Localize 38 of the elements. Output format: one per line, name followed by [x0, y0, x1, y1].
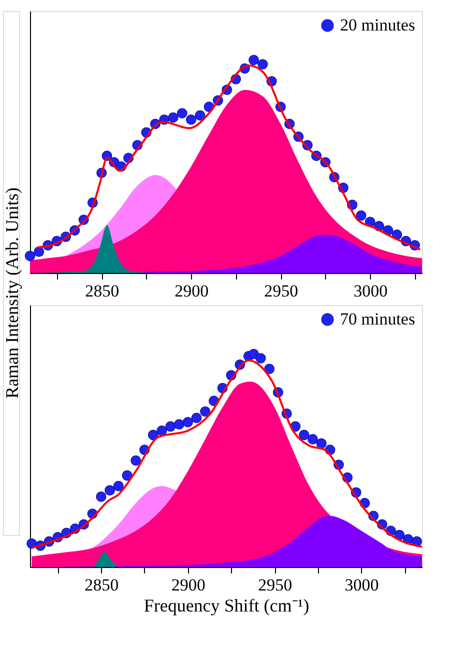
x-tick-label: 2900 [171, 576, 206, 594]
point [256, 353, 266, 364]
x-tick-label: 3000 [344, 576, 379, 594]
x-tick-label: 2850 [84, 576, 119, 594]
point [96, 492, 106, 502]
point [298, 430, 310, 440]
point [316, 438, 327, 449]
point [176, 108, 188, 118]
legend-label: 70 minutes [340, 310, 416, 328]
point [356, 210, 366, 221]
point [191, 412, 202, 424]
point [24, 250, 36, 262]
x-tick-label: 2850 [85, 282, 120, 300]
point [122, 470, 132, 481]
point [156, 426, 167, 436]
point [264, 364, 275, 374]
point [194, 110, 206, 121]
point [148, 430, 158, 440]
point [186, 114, 196, 125]
point [130, 455, 141, 466]
point [168, 112, 178, 123]
x-tick-label: 3000 [354, 282, 388, 300]
point [174, 419, 184, 430]
x-tick-label: 2950 [264, 282, 298, 300]
point [200, 406, 210, 417]
x-axis-title: Frequency Shift (cm⁻¹) [144, 596, 310, 616]
point [165, 421, 176, 432]
legend-label: 20 minutes [340, 16, 416, 34]
point [34, 246, 44, 257]
x-tick-label: 2900 [174, 282, 209, 300]
point [182, 416, 194, 428]
x-tick-label: 2950 [258, 576, 292, 594]
point [104, 485, 115, 496]
point [113, 480, 124, 492]
y-axis-title: Raman Intensity (Arb. Units) [2, 188, 22, 398]
point [258, 59, 268, 70]
point [308, 434, 318, 444]
point [248, 54, 259, 66]
